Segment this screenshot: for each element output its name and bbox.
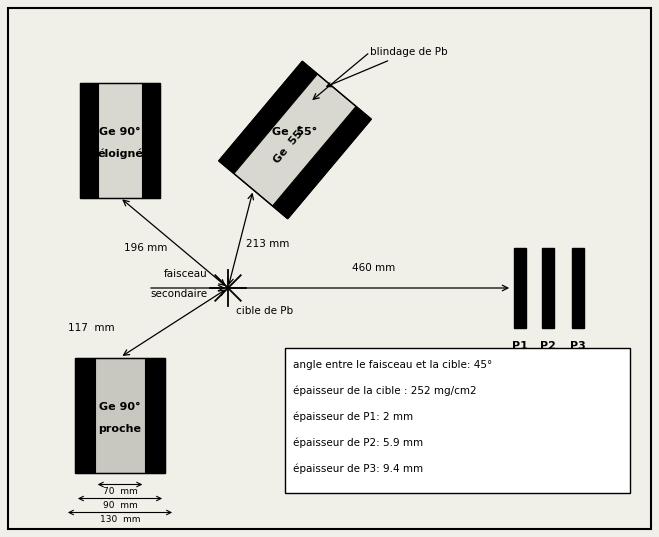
Text: éloigné: éloigné: [97, 149, 143, 159]
Text: épaisseur de P3: 9.4 mm: épaisseur de P3: 9.4 mm: [293, 464, 423, 475]
Text: 90  mm: 90 mm: [103, 500, 137, 510]
Polygon shape: [219, 61, 318, 173]
Text: épaisseur de P1: 2 mm: épaisseur de P1: 2 mm: [293, 412, 413, 423]
Text: faisceau: faisceau: [164, 269, 208, 279]
Text: 460 mm: 460 mm: [353, 263, 395, 273]
Text: Ge  55°: Ge 55°: [272, 125, 308, 165]
Text: P3: P3: [570, 341, 586, 351]
Text: 130  mm: 130 mm: [100, 514, 140, 524]
Text: 196 mm: 196 mm: [124, 243, 167, 253]
Text: 117  mm: 117 mm: [69, 323, 115, 333]
Polygon shape: [95, 358, 145, 473]
Text: secondaire: secondaire: [151, 289, 208, 299]
Text: 213 mm: 213 mm: [246, 239, 289, 249]
Text: P2: P2: [540, 341, 556, 351]
Polygon shape: [142, 83, 160, 198]
Bar: [514, 248, 526, 328]
Text: proche: proche: [98, 424, 142, 434]
Text: 70  mm: 70 mm: [103, 487, 137, 496]
Text: angle entre le faisceau et la cible: 45°: angle entre le faisceau et la cible: 45°: [293, 360, 492, 370]
Bar: [542, 248, 554, 328]
Polygon shape: [273, 106, 371, 219]
Text: épaisseur de la cible : 252 mg/cm2: épaisseur de la cible : 252 mg/cm2: [293, 386, 476, 396]
Polygon shape: [145, 358, 165, 473]
Text: épaisseur de P2: 5.9 mm: épaisseur de P2: 5.9 mm: [293, 438, 423, 448]
Bar: [285, 348, 630, 493]
Bar: [572, 248, 584, 328]
Text: Ge 90°: Ge 90°: [100, 127, 141, 137]
Text: cible de Pb: cible de Pb: [236, 306, 293, 316]
Polygon shape: [98, 83, 142, 198]
Text: Ge 90°: Ge 90°: [100, 402, 141, 412]
Polygon shape: [80, 83, 98, 198]
Text: Ge  55°: Ge 55°: [272, 127, 318, 137]
Text: P1: P1: [512, 341, 528, 351]
Polygon shape: [75, 358, 95, 473]
Polygon shape: [234, 74, 356, 206]
Text: blindage de Pb: blindage de Pb: [327, 47, 447, 86]
